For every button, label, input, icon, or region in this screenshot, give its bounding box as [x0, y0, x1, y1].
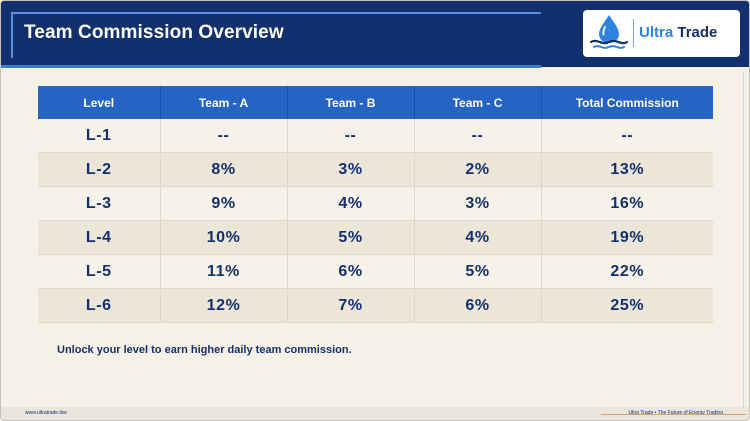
cell-team-c: 6% [414, 288, 542, 323]
footer-accent-line [601, 414, 746, 415]
cell-level: L-4 [38, 220, 161, 255]
header-bar: Team Commission Overview Ultra Trade [1, 1, 749, 68]
brand-name-part1: Ultra [639, 24, 674, 41]
cell-total: 22% [541, 254, 713, 289]
cell-team-a: 12% [160, 288, 288, 323]
brand-name: Ultra Trade [639, 24, 717, 41]
table-row: L-2 8% 3% 2% 13% [38, 152, 713, 187]
cell-total: 19% [541, 220, 713, 255]
cell-level: L-6 [38, 288, 161, 323]
header-accent-line-vertical [11, 12, 13, 58]
cell-total: 25% [541, 288, 713, 323]
column-header-team-c: Team - C [414, 86, 542, 119]
commission-table: Level Team - A Team - B Team - C Total C… [38, 86, 713, 323]
commission-table-container: Level Team - A Team - B Team - C Total C… [38, 86, 713, 323]
brand-name-part2: Trade [677, 24, 718, 41]
cell-total: 13% [541, 152, 713, 187]
table-row: L-6 12% 7% 6% 25% [38, 288, 713, 323]
cell-level: L-5 [38, 254, 161, 289]
logo-separator [633, 19, 634, 47]
footer-tagline: Ultra Trade • The Future of Energy Tradi… [628, 410, 723, 416]
cell-level: L-1 [38, 119, 161, 153]
cell-team-b: 7% [287, 288, 415, 323]
column-header-team-b: Team - B [287, 86, 415, 119]
cell-team-b: 6% [287, 254, 415, 289]
cell-total: 16% [541, 186, 713, 221]
cell-team-b: 4% [287, 186, 415, 221]
cell-team-c: 3% [414, 186, 542, 221]
table-row: L-1 -- -- -- -- [38, 119, 713, 153]
cell-team-a: 10% [160, 220, 288, 255]
water-drop-wave-icon [589, 15, 629, 49]
table-row: L-3 9% 4% 3% 16% [38, 186, 713, 221]
cell-level: L-3 [38, 186, 161, 221]
column-header-total-commission: Total Commission [541, 86, 713, 119]
cell-team-a: -- [160, 119, 288, 153]
table-header-row: Level Team - A Team - B Team - C Total C… [38, 86, 713, 119]
cell-team-b: -- [287, 119, 415, 153]
column-header-level: Level [38, 86, 161, 119]
cell-team-a: 8% [160, 152, 288, 187]
cell-total: -- [541, 119, 713, 153]
cell-team-c: -- [414, 119, 542, 153]
footer-website: www.ultratrade.live [25, 410, 67, 416]
cell-level: L-2 [38, 152, 161, 187]
header-bottom-line [1, 65, 541, 68]
brand-logo: Ultra Trade [583, 10, 740, 57]
column-header-team-a: Team - A [160, 86, 288, 119]
cell-team-a: 9% [160, 186, 288, 221]
side-accent-line [743, 71, 744, 411]
unlock-note: Unlock your level to earn higher daily t… [57, 344, 352, 356]
cell-team-c: 4% [414, 220, 542, 255]
table-row: L-4 10% 5% 4% 19% [38, 220, 713, 255]
cell-team-b: 3% [287, 152, 415, 187]
cell-team-a: 11% [160, 254, 288, 289]
cell-team-c: 2% [414, 152, 542, 187]
footer-band [1, 407, 749, 420]
table-row: L-5 11% 6% 5% 22% [38, 254, 713, 289]
header-accent-line [11, 12, 541, 14]
page-title: Team Commission Overview [24, 22, 284, 43]
cell-team-b: 5% [287, 220, 415, 255]
cell-team-c: 5% [414, 254, 542, 289]
